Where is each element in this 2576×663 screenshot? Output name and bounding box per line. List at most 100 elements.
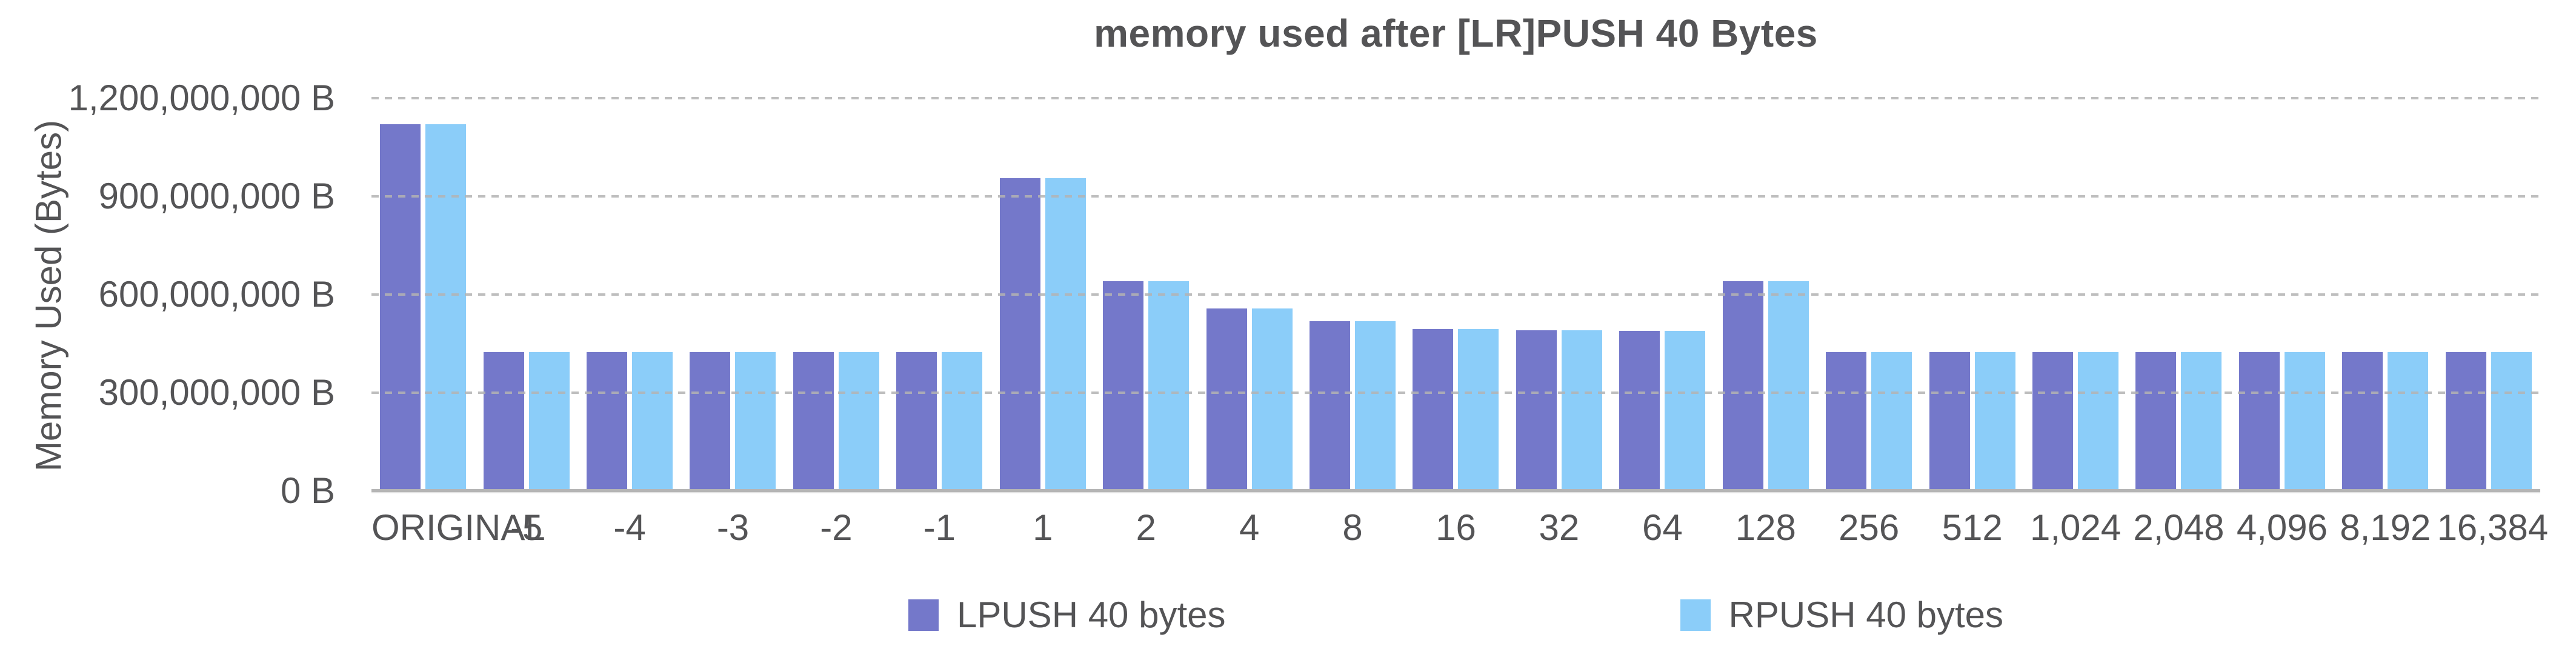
bar-group-4 bbox=[578, 98, 681, 491]
x-tick-label-5: -5 bbox=[510, 507, 543, 548]
rpush-40-bytes-bar-4-096 bbox=[2284, 351, 2325, 491]
gridline bbox=[371, 97, 2540, 99]
rpush-40-bytes-bar-256 bbox=[1871, 351, 1912, 491]
rpush-40-bytes-bar-2 bbox=[838, 351, 879, 491]
x-tick-label-2: 2 bbox=[1136, 507, 1156, 548]
x-tick-label-512: 512 bbox=[1942, 507, 2003, 548]
legend: LPUSH 40 bytes RPUSH 40 bytes bbox=[371, 594, 2540, 636]
rpush-40-bytes-bar-8 bbox=[1355, 321, 1396, 491]
lpush-40-bytes-bar-1 bbox=[896, 351, 937, 491]
bar-group-1 bbox=[991, 98, 1094, 491]
rpush-40-bytes-bar-2 bbox=[1148, 281, 1190, 491]
bar-group-64 bbox=[1611, 98, 1714, 491]
lpush-40-bytes-bar-16 bbox=[1413, 328, 1454, 491]
x-tick-label-16: 16 bbox=[1436, 507, 1476, 548]
lpush-40-bytes-bar-8 bbox=[1310, 321, 1351, 491]
lpush-40-bytes-bar-1-024 bbox=[2032, 351, 2074, 491]
x-tick-label-1: -1 bbox=[923, 507, 956, 548]
lpush-40-bytes-bar-512 bbox=[1929, 351, 1970, 491]
bar-group-3 bbox=[681, 98, 784, 491]
bar-group-1-024 bbox=[2024, 98, 2127, 491]
bar-group-2-048 bbox=[2127, 98, 2230, 491]
bar-group-8 bbox=[1301, 98, 1404, 491]
chart-title: memory used after [LR]PUSH 40 Bytes bbox=[1094, 12, 1818, 55]
lpush-40-bytes-bar-128 bbox=[1722, 281, 1763, 491]
x-tick-label-1-024: 1,024 bbox=[2029, 507, 2122, 548]
rpush-40-bytes-bar-1 bbox=[1045, 178, 1086, 491]
rpush-40-bytes-bar-64 bbox=[1665, 331, 1706, 491]
bar-group-256 bbox=[1817, 98, 1920, 491]
y-tick-label: 300,000,000 B bbox=[98, 372, 335, 413]
rpush-40-bytes-bar-512 bbox=[1974, 351, 2015, 491]
x-tick-label-8: 8 bbox=[1342, 507, 1363, 548]
bar-group-2 bbox=[785, 98, 888, 491]
lpush-40-bytes-bar-16-384 bbox=[2445, 351, 2486, 491]
legend-swatch-rpush-40-bytes bbox=[1680, 599, 1711, 631]
gridline bbox=[371, 195, 2540, 198]
lpush-40-bytes-bar-4-096 bbox=[2238, 351, 2280, 491]
gridline bbox=[371, 391, 2540, 394]
x-tick-label-1: 1 bbox=[1033, 507, 1053, 548]
y-tick-label: 1,200,000,000 B bbox=[68, 78, 335, 118]
x-tick-label-2: -2 bbox=[820, 507, 853, 548]
lpush-40-bytes-bar-256 bbox=[1826, 351, 1867, 491]
bar-group-5 bbox=[474, 98, 577, 491]
bar-group-16-384 bbox=[2437, 98, 2540, 491]
rpush-40-bytes-bar-32 bbox=[1561, 330, 1602, 491]
bar-group-128 bbox=[1714, 98, 1817, 491]
legend-label: RPUSH 40 bytes bbox=[1728, 595, 2004, 635]
rpush-40-bytes-bar-5 bbox=[528, 351, 570, 491]
legend-label: LPUSH 40 bytes bbox=[956, 595, 1226, 635]
x-tick-label-16-384: 16,384 bbox=[2437, 507, 2549, 548]
lpush-40-bytes-bar-3 bbox=[690, 351, 731, 491]
lpush-40-bytes-bar-2 bbox=[793, 351, 834, 491]
rpush-40-bytes-bar-1 bbox=[942, 351, 983, 491]
rpush-40-bytes-bar-4 bbox=[632, 351, 673, 491]
x-tick-label-4-096: 4,096 bbox=[2236, 507, 2328, 548]
x-axis-tick-labels: ORIGINAL -5 -4 -3 -2 -1 1 2 4 8 16 32 64 128 256 512 1,0… bbox=[371, 507, 2549, 548]
bar-group-32 bbox=[1508, 98, 1611, 491]
lpush-40-bytes-bar-2-048 bbox=[2135, 351, 2177, 491]
x-axis-line bbox=[371, 489, 2540, 493]
lpush-40-bytes-bar-4 bbox=[587, 351, 628, 491]
lpush-40-bytes-bar-original bbox=[380, 124, 421, 491]
x-tick-label-64: 64 bbox=[1642, 507, 1683, 548]
x-tick-label-32: 32 bbox=[1539, 507, 1580, 548]
bar-group-original bbox=[371, 98, 474, 491]
x-tick-label-4: -4 bbox=[613, 507, 646, 548]
bar-group-4 bbox=[1197, 98, 1300, 491]
x-tick-label-256: 256 bbox=[1839, 507, 1900, 548]
rpush-40-bytes-bar-4 bbox=[1251, 308, 1293, 491]
rpush-40-bytes-bar-16-384 bbox=[2491, 351, 2532, 491]
lpush-40-bytes-bar-4 bbox=[1206, 308, 1247, 491]
rpush-40-bytes-bar-128 bbox=[1768, 281, 1809, 491]
lpush-40-bytes-bar-64 bbox=[1619, 331, 1660, 491]
x-tick-label-4: 4 bbox=[1239, 507, 1260, 548]
rpush-40-bytes-bar-3 bbox=[735, 351, 776, 491]
x-tick-label-original: ORIGINAL bbox=[371, 507, 545, 548]
bar-group-4-096 bbox=[2231, 98, 2334, 491]
lpush-40-bytes-bar-5 bbox=[483, 351, 524, 491]
y-tick-label: 900,000,000 B bbox=[98, 176, 335, 216]
bar-group-8-192 bbox=[2334, 98, 2437, 491]
lpush-40-bytes-bar-32 bbox=[1516, 330, 1557, 491]
bar-group-512 bbox=[1920, 98, 2023, 491]
x-tick-label-3: -3 bbox=[716, 507, 750, 548]
plot-area bbox=[371, 97, 2540, 493]
x-tick-label-2-048: 2,048 bbox=[2133, 507, 2225, 548]
rpush-40-bytes-bar-2-048 bbox=[2181, 351, 2222, 491]
lpush-40-bytes-bar-2 bbox=[1103, 281, 1144, 491]
legend-swatch-lpush-40-bytes bbox=[908, 599, 939, 631]
gridline bbox=[371, 293, 2540, 296]
lpush-40-bytes-bar-8-192 bbox=[2342, 351, 2383, 491]
bar-group-1 bbox=[888, 98, 991, 491]
legend-item-lpush-40-bytes: LPUSH 40 bytes bbox=[908, 594, 1226, 636]
x-tick-label-128: 128 bbox=[1735, 507, 1796, 548]
x-tick-label-8-192: 8,192 bbox=[2340, 507, 2431, 548]
bar-group-16 bbox=[1404, 98, 1507, 491]
bar-group-2 bbox=[1094, 98, 1197, 491]
rpush-40-bytes-bar-16 bbox=[1458, 328, 1499, 491]
rpush-40-bytes-bar-1-024 bbox=[2078, 351, 2119, 491]
legend-item-rpush-40-bytes: RPUSH 40 bytes bbox=[1680, 594, 2004, 636]
